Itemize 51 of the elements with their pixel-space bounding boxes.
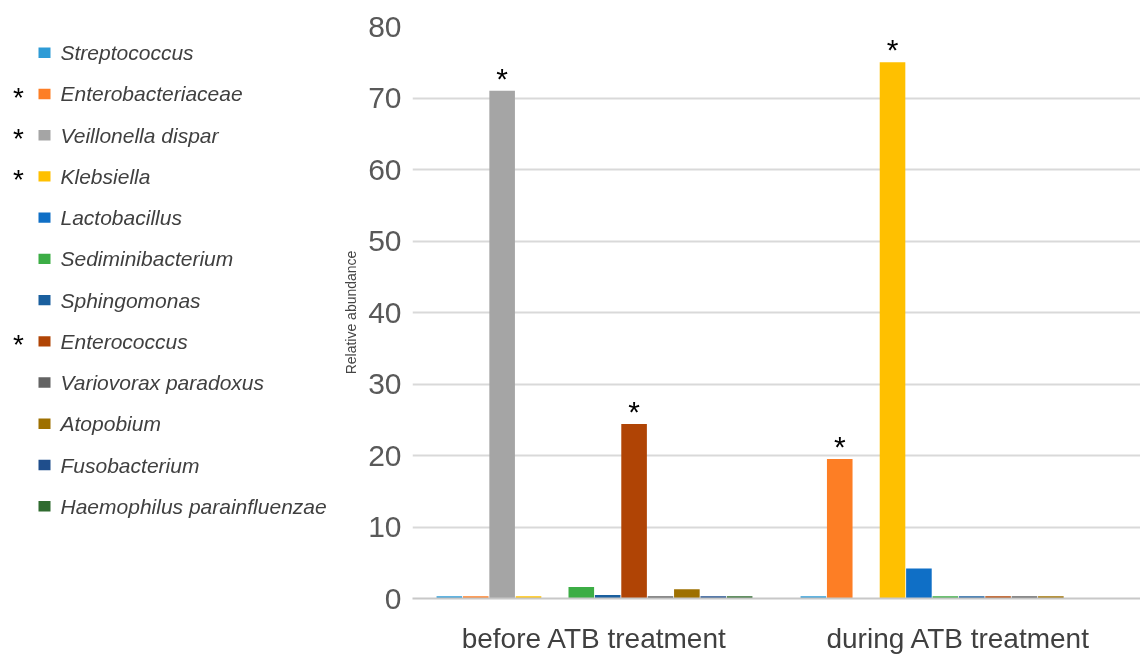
legend-label: Klebsiella xyxy=(60,164,151,188)
data-label: * xyxy=(886,33,899,67)
bar xyxy=(647,596,674,599)
text: * xyxy=(13,164,24,196)
legend-label: Sediminibacterium xyxy=(60,247,234,271)
legend-label: Sphingomonas xyxy=(60,288,202,312)
y-axis-title: Relative abundance xyxy=(343,250,360,375)
y-tick-label: 80 xyxy=(368,9,402,43)
bar xyxy=(932,596,959,599)
data-label: * xyxy=(833,430,846,464)
text: * xyxy=(13,81,24,113)
y-tick-label: 10 xyxy=(368,510,402,543)
legend-label: Streptococcus xyxy=(60,41,195,65)
legend-label: Variovorax paradoxus xyxy=(60,371,265,395)
y-tick-label: 60 xyxy=(368,152,402,186)
bar xyxy=(700,596,727,599)
bar xyxy=(726,596,753,599)
bar xyxy=(436,596,463,599)
bar xyxy=(515,596,542,599)
text: * xyxy=(13,329,24,361)
data-label: * xyxy=(628,395,641,429)
bar xyxy=(826,459,853,599)
y-tick-label: 20 xyxy=(368,438,402,472)
bar xyxy=(958,596,985,599)
legend-label: Veillonella dispar xyxy=(60,123,220,147)
bar xyxy=(1038,596,1064,599)
bar xyxy=(985,596,1011,599)
legend-label: Lactobacillus xyxy=(60,206,183,230)
legend-label: Enterobacteriaceae xyxy=(60,82,243,106)
bar xyxy=(674,589,700,599)
data-label: * xyxy=(496,61,509,95)
y-tick-label: 40 xyxy=(368,295,402,329)
x-tick-label: before ATB treatment xyxy=(461,622,726,654)
legend-label: Enterococcus xyxy=(60,329,189,353)
bar xyxy=(621,424,647,599)
bar xyxy=(489,90,515,599)
bar xyxy=(1011,596,1038,599)
y-tick-label: 0 xyxy=(384,581,402,615)
y-tick-label: 30 xyxy=(368,367,402,400)
bar xyxy=(906,568,932,599)
y-tick-label: 70 xyxy=(368,81,402,114)
bar xyxy=(879,62,906,599)
x-tick-label: during ATB treatment xyxy=(826,622,1090,654)
legend-label: Haemophilus parainfluenzae xyxy=(60,494,327,518)
bar xyxy=(568,587,595,599)
legend-label: Fusobacterium xyxy=(60,453,200,477)
y-tick-label: 50 xyxy=(368,224,402,257)
bar xyxy=(462,596,489,599)
text: * xyxy=(13,123,24,155)
legend-label: Atopobium xyxy=(58,412,161,436)
bar xyxy=(800,596,827,599)
